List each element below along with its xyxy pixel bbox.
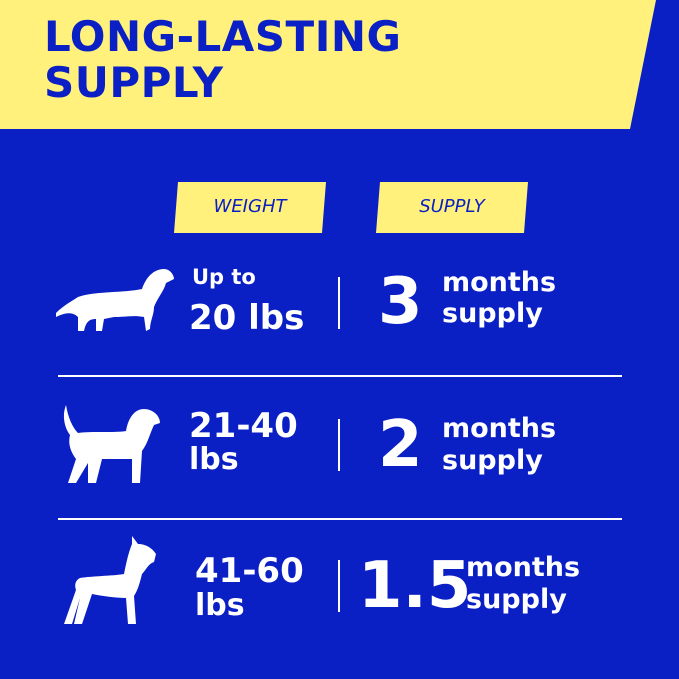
page-title: LONG-LASTING SUPPLY [44, 12, 402, 107]
divider [338, 419, 340, 471]
supply-unit-line1: months [466, 552, 581, 583]
supply-amount: 3 [378, 265, 423, 339]
supply-unit-line2: supply [442, 445, 543, 476]
supply-row-1: Up to 20 lbs 3 months supply [0, 255, 679, 365]
row-divider [58, 518, 622, 520]
medium-dog-beagle-icon [63, 405, 161, 483]
title-banner: LONG-LASTING SUPPLY [0, 0, 679, 129]
supply-header: SUPPLY [376, 182, 528, 233]
row-divider [58, 375, 622, 377]
weight-line1: 21-40 [189, 406, 298, 446]
supply-unit-line1: months [442, 413, 557, 444]
weight-header: WEIGHT [174, 182, 326, 233]
supply-amount: 2 [378, 408, 423, 482]
banner-shape [0, 0, 656, 129]
weight-line2: lbs [189, 442, 239, 477]
supply-unit-line2: supply [466, 584, 567, 615]
weight-line1: Up to [192, 265, 256, 289]
supply-unit-line1: months [442, 267, 557, 298]
divider [338, 560, 340, 612]
divider [338, 277, 340, 329]
supply-amount: 1.5 [358, 549, 472, 623]
weight-header-label: WEIGHT [213, 196, 287, 217]
large-dog-boxer-icon [64, 536, 156, 624]
weight-line2: lbs [195, 588, 245, 623]
small-dog-dachshund-icon [56, 269, 174, 331]
supply-row-3: 41-60 lbs 1.5 months supply [0, 530, 679, 650]
weight-line2: 20 lbs [189, 298, 305, 338]
supply-unit-line2: supply [442, 298, 543, 329]
supply-header-label: SUPPLY [419, 196, 485, 217]
supply-row-2: 21-40 lbs 2 months supply [0, 395, 679, 505]
weight-line1: 41-60 [195, 551, 304, 591]
